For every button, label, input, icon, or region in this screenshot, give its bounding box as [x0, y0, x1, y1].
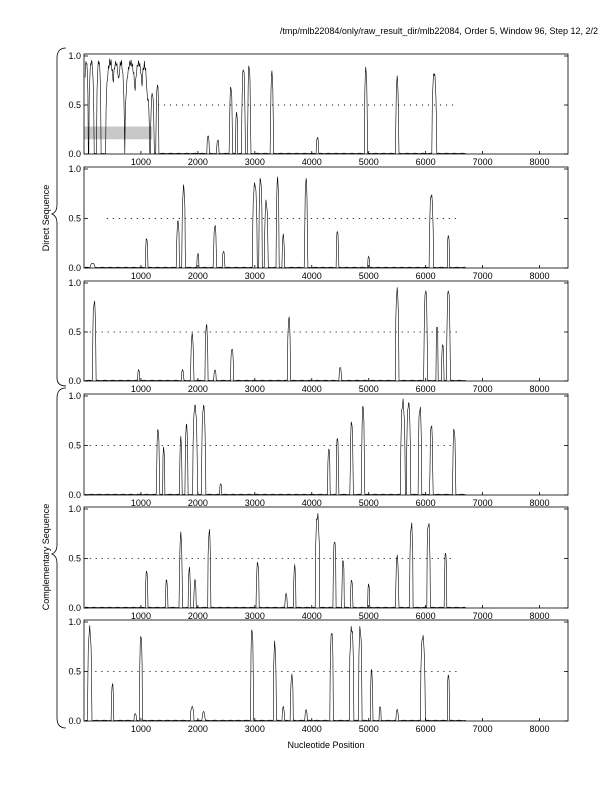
- y-tick-label: 1.0: [68, 617, 81, 627]
- complementary-sequence-brace: [50, 387, 67, 729]
- coding-probability-line: [84, 58, 466, 154]
- x-tick-label: 5000: [359, 271, 379, 281]
- x-tick-label: 6000: [416, 271, 436, 281]
- y-tick-label: 0.0: [68, 603, 81, 613]
- panel-1: 0.0 0.5 1.0 1000 2000 3000 4000 5000 6000 7000 800…: [68, 51, 569, 167]
- panel-frame: [83, 280, 569, 382]
- y-tick-label: 0.0: [68, 149, 81, 159]
- x-tick-label: 8000: [530, 384, 550, 394]
- x-tick-label: 7000: [473, 498, 493, 508]
- x-tick-label: 2000: [188, 271, 208, 281]
- panel-4: 0.0 0.5 1.0 1000 2000 3000 4000 5000 6000 7000 800…: [68, 391, 569, 508]
- y-tick-label: 1.0: [68, 51, 81, 61]
- x-tick-label: 1000: [131, 157, 151, 167]
- x-tick-label: 2000: [188, 498, 208, 508]
- x-tick-label: 2000: [188, 157, 208, 167]
- y-tick-label: 1.0: [68, 278, 81, 288]
- complementary-sequence-label: Complementary Sequence: [41, 504, 51, 611]
- y-tick-label: 0.5: [68, 214, 81, 224]
- y-tick-label: 1.0: [68, 504, 81, 514]
- x-tick-label: 8000: [530, 498, 550, 508]
- y-tick-label: 1.0: [68, 391, 81, 401]
- panel-5: 0.0 0.5 1.0 1000 2000 3000 4000 5000 6000 7000 800…: [68, 504, 569, 621]
- direct-sequence-brace: [50, 47, 67, 387]
- y-tick-label: 0.0: [68, 376, 81, 386]
- x-tick-label: 5000: [359, 498, 379, 508]
- y-tick-label: 1.0: [68, 164, 81, 174]
- panel-3: 0.0 0.5 1.0 1000 2000 3000 4000 5000 6000 7000 800…: [68, 278, 569, 394]
- plot-panels: 0.0 0.5 1.0 1000 2000 3000 4000 5000 6000 7000 800…: [68, 51, 569, 734]
- panel-frame: [83, 506, 569, 609]
- header-text: /tmp/mlb22084/only/raw_result_dir/mlb220…: [279, 26, 598, 36]
- panel-frame: [83, 166, 569, 269]
- y-tick-label: 0.5: [68, 554, 81, 564]
- x-tick-label: 3000: [245, 724, 265, 734]
- x-tick-label: 3000: [245, 384, 265, 394]
- x-axis-label: Nucleotide Position: [287, 740, 364, 750]
- x-tick-label: 1000: [131, 611, 151, 621]
- panel-frame: [83, 53, 569, 155]
- y-tick-label: 0.5: [68, 100, 81, 110]
- panel-2: 0.0 0.5 1.0 1000 2000 3000 4000 5000 6000 7000 800…: [68, 164, 569, 281]
- x-tick-label: 3000: [245, 271, 265, 281]
- x-tick-label: 7000: [473, 724, 493, 734]
- x-tick-label: 6000: [416, 611, 436, 621]
- x-tick-label: 3000: [245, 498, 265, 508]
- direct-sequence-label: Direct Sequence: [41, 185, 51, 252]
- panel-frame: [83, 393, 569, 496]
- x-tick-label: 2000: [188, 611, 208, 621]
- x-tick-label: 6000: [416, 724, 436, 734]
- x-tick-label: 2000: [188, 384, 208, 394]
- y-tick-label: 0.0: [68, 263, 81, 273]
- x-tick-label: 7000: [473, 271, 493, 281]
- x-tick-label: 1000: [131, 384, 151, 394]
- x-tick-label: 4000: [302, 157, 322, 167]
- x-tick-label: 8000: [530, 157, 550, 167]
- y-tick-label: 0.0: [68, 490, 81, 500]
- x-tick-label: 3000: [245, 157, 265, 167]
- panel-frame: [83, 619, 569, 722]
- x-tick-label: 6000: [416, 157, 436, 167]
- x-tick-label: 5000: [359, 724, 379, 734]
- x-tick-label: 6000: [416, 498, 436, 508]
- x-tick-label: 7000: [473, 157, 493, 167]
- x-tick-label: 6000: [416, 384, 436, 394]
- x-tick-label: 1000: [131, 271, 151, 281]
- coding-probability-line: [85, 176, 466, 268]
- x-tick-label: 8000: [530, 724, 550, 734]
- y-tick-label: 0.5: [68, 327, 81, 337]
- coding-probability-line: [85, 513, 466, 608]
- x-tick-label: 4000: [302, 611, 322, 621]
- x-tick-label: 8000: [530, 271, 550, 281]
- y-tick-label: 0.5: [68, 667, 81, 677]
- x-tick-label: 5000: [359, 611, 379, 621]
- x-tick-label: 4000: [302, 271, 322, 281]
- x-tick-label: 4000: [302, 498, 322, 508]
- x-tick-label: 4000: [302, 384, 322, 394]
- x-tick-label: 7000: [473, 611, 493, 621]
- x-tick-label: 2000: [188, 724, 208, 734]
- coding-probability-line: [85, 625, 466, 721]
- x-tick-label: 8000: [530, 611, 550, 621]
- panel-6: 0.0 0.5 1.0 1000 2000 3000 4000 5000 6000 7000 800…: [68, 617, 569, 734]
- x-tick-label: 3000: [245, 611, 265, 621]
- x-tick-label: 5000: [359, 384, 379, 394]
- y-tick-label: 0.0: [68, 716, 81, 726]
- y-tick-label: 0.5: [68, 441, 81, 451]
- x-tick-label: 5000: [359, 157, 379, 167]
- x-tick-label: 1000: [131, 724, 151, 734]
- coding-probability-line: [85, 398, 466, 495]
- coding-probability-line: [85, 287, 466, 381]
- x-tick-label: 1000: [131, 498, 151, 508]
- x-tick-label: 4000: [302, 724, 322, 734]
- x-tick-label: 7000: [473, 384, 493, 394]
